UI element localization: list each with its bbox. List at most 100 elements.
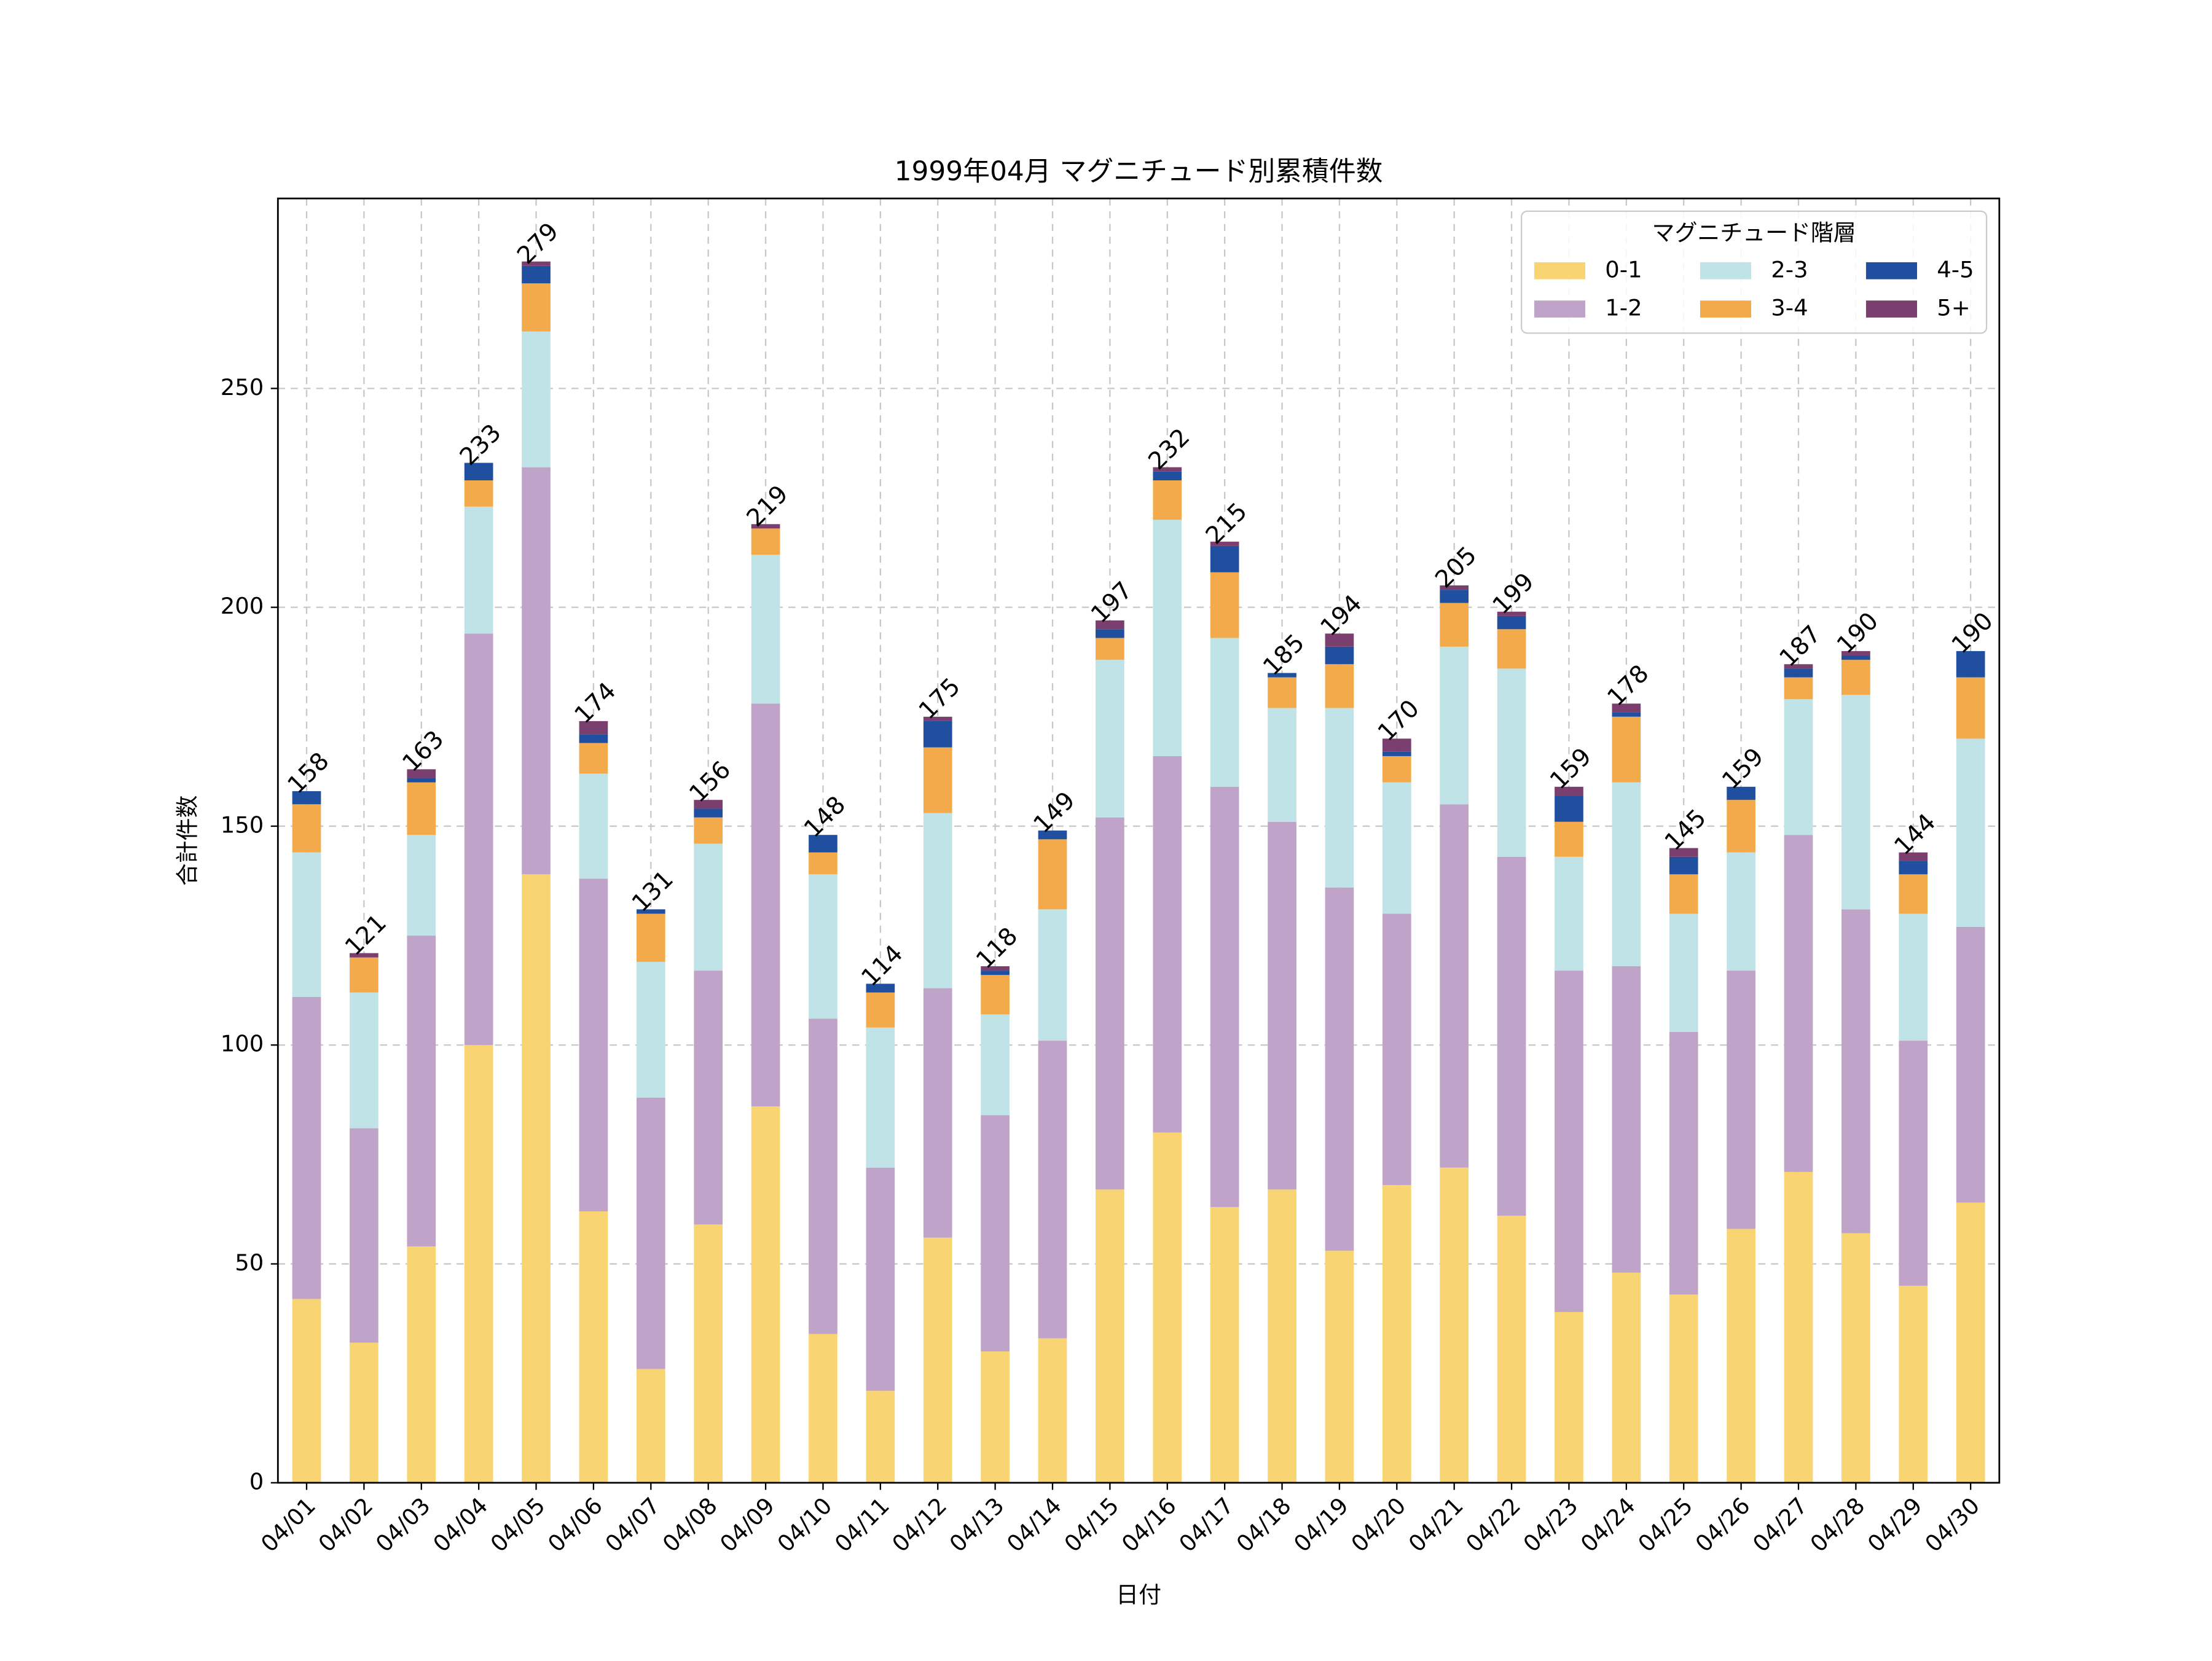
bar-segment	[1096, 660, 1124, 818]
bar-segment	[1382, 1185, 1411, 1483]
bar-segment	[751, 555, 780, 704]
bar-segment	[407, 835, 436, 936]
bar-segment	[1153, 480, 1182, 520]
bar-segment	[1268, 677, 1296, 708]
bar-segment	[694, 1224, 723, 1483]
bar-segment	[579, 721, 608, 735]
bar-segment	[1784, 677, 1813, 700]
bar-segment	[1382, 751, 1411, 756]
bar-segment	[1382, 756, 1411, 783]
bar-segment	[1784, 1171, 1813, 1483]
bar-segment	[809, 1018, 837, 1334]
bar-segment	[1153, 471, 1182, 480]
x-axis-label: 日付	[1116, 1582, 1161, 1608]
bar-segment	[407, 936, 436, 1247]
legend-swatch	[1534, 262, 1585, 279]
bar-segment	[1899, 852, 1928, 861]
y-tick-label: 150	[221, 811, 264, 838]
bar-segment	[866, 1027, 895, 1168]
legend-label: 1-2	[1605, 295, 1642, 321]
bar-segment	[1497, 629, 1526, 669]
y-tick-label: 0	[249, 1468, 264, 1495]
bar-segment	[1038, 1338, 1067, 1483]
bar-segment	[1784, 835, 1813, 1172]
bar-segment	[1727, 786, 1755, 800]
bar-segment	[522, 331, 551, 467]
bar-segment	[464, 463, 493, 480]
bar-segment	[1440, 590, 1469, 603]
bar-segment	[1612, 782, 1641, 966]
bar-segment	[1555, 971, 1583, 1312]
bar-segment	[1038, 1041, 1067, 1339]
y-tick-label: 50	[235, 1249, 264, 1276]
bar-segment	[636, 909, 665, 914]
bar-segment	[694, 971, 723, 1225]
bar-segment	[1669, 848, 1698, 857]
bar-segment	[1096, 620, 1124, 630]
bar-segment	[751, 524, 780, 529]
bar-segment	[1555, 856, 1583, 971]
bar-segment	[1956, 651, 1985, 678]
bar-segment	[1612, 966, 1641, 1273]
bar-segment	[1038, 839, 1067, 910]
bar-segment	[1210, 638, 1239, 787]
bar-segment	[923, 813, 952, 988]
bar-segment	[1497, 856, 1526, 1216]
bar-segment	[1841, 1233, 1870, 1483]
bar-segment	[1440, 585, 1469, 590]
bar-segment	[694, 808, 723, 818]
bar-segment	[923, 988, 952, 1238]
legend: マグニチュード階層 0-1 1-2 2-3 3-4 4-5 5+	[1521, 210, 1988, 334]
bar-segment	[579, 734, 608, 743]
bar-segment	[1899, 861, 1928, 875]
legend-label: 3-4	[1771, 295, 1808, 321]
bar-segment	[1841, 695, 1870, 910]
bar-segment	[1555, 786, 1583, 796]
bar-segment	[1555, 821, 1583, 857]
bar-segment	[407, 1246, 436, 1483]
bar-segment	[1784, 664, 1813, 669]
bar-segment	[522, 283, 551, 332]
bar-segment	[1153, 756, 1182, 1133]
bar-segment	[464, 506, 493, 634]
bar-segment	[522, 467, 551, 875]
bar-segment	[1669, 1031, 1698, 1295]
bar-segment	[1210, 545, 1239, 573]
bar-segment	[809, 1334, 837, 1483]
bar-segment	[923, 716, 952, 721]
bar-segment	[694, 817, 723, 844]
bar-segment	[809, 835, 837, 853]
bar-segment	[1956, 738, 1985, 927]
bar-segment	[1555, 795, 1583, 822]
bar-segment	[1497, 611, 1526, 616]
bar-segment	[1210, 786, 1239, 1207]
bar-segment	[981, 975, 1010, 1015]
legend-swatch	[1700, 262, 1751, 279]
bar-segment	[1841, 655, 1870, 660]
bar-segment	[522, 261, 551, 266]
bar-segment	[1497, 616, 1526, 630]
legend-swatch	[1534, 300, 1585, 318]
y-tick-label: 200	[221, 593, 264, 619]
legend-swatch	[1865, 262, 1917, 279]
bar-segment	[1440, 804, 1469, 1168]
bar-segment	[350, 957, 378, 993]
bar-segment	[1440, 646, 1469, 805]
bar-segment	[1210, 541, 1239, 546]
bar-segment	[923, 1237, 952, 1483]
bar-segment	[1153, 520, 1182, 756]
legend-title: マグニチュード階層	[1652, 219, 1856, 246]
chart-title: 1999年04月 マグニチュード別累積件数	[895, 156, 1383, 187]
bar-segment	[1153, 467, 1182, 472]
bar-segment	[1268, 821, 1296, 1190]
bar-segment	[981, 971, 1010, 975]
bar-segment	[1153, 1132, 1182, 1483]
bar-segment	[1210, 572, 1239, 638]
bar-segment	[1440, 1167, 1469, 1483]
bar-segment	[1325, 646, 1354, 665]
bar-segment	[350, 1342, 378, 1483]
bar-segment	[1899, 1286, 1928, 1483]
bar-segment	[1727, 852, 1755, 971]
bar-segment	[809, 852, 837, 875]
bar-segment	[1669, 856, 1698, 875]
